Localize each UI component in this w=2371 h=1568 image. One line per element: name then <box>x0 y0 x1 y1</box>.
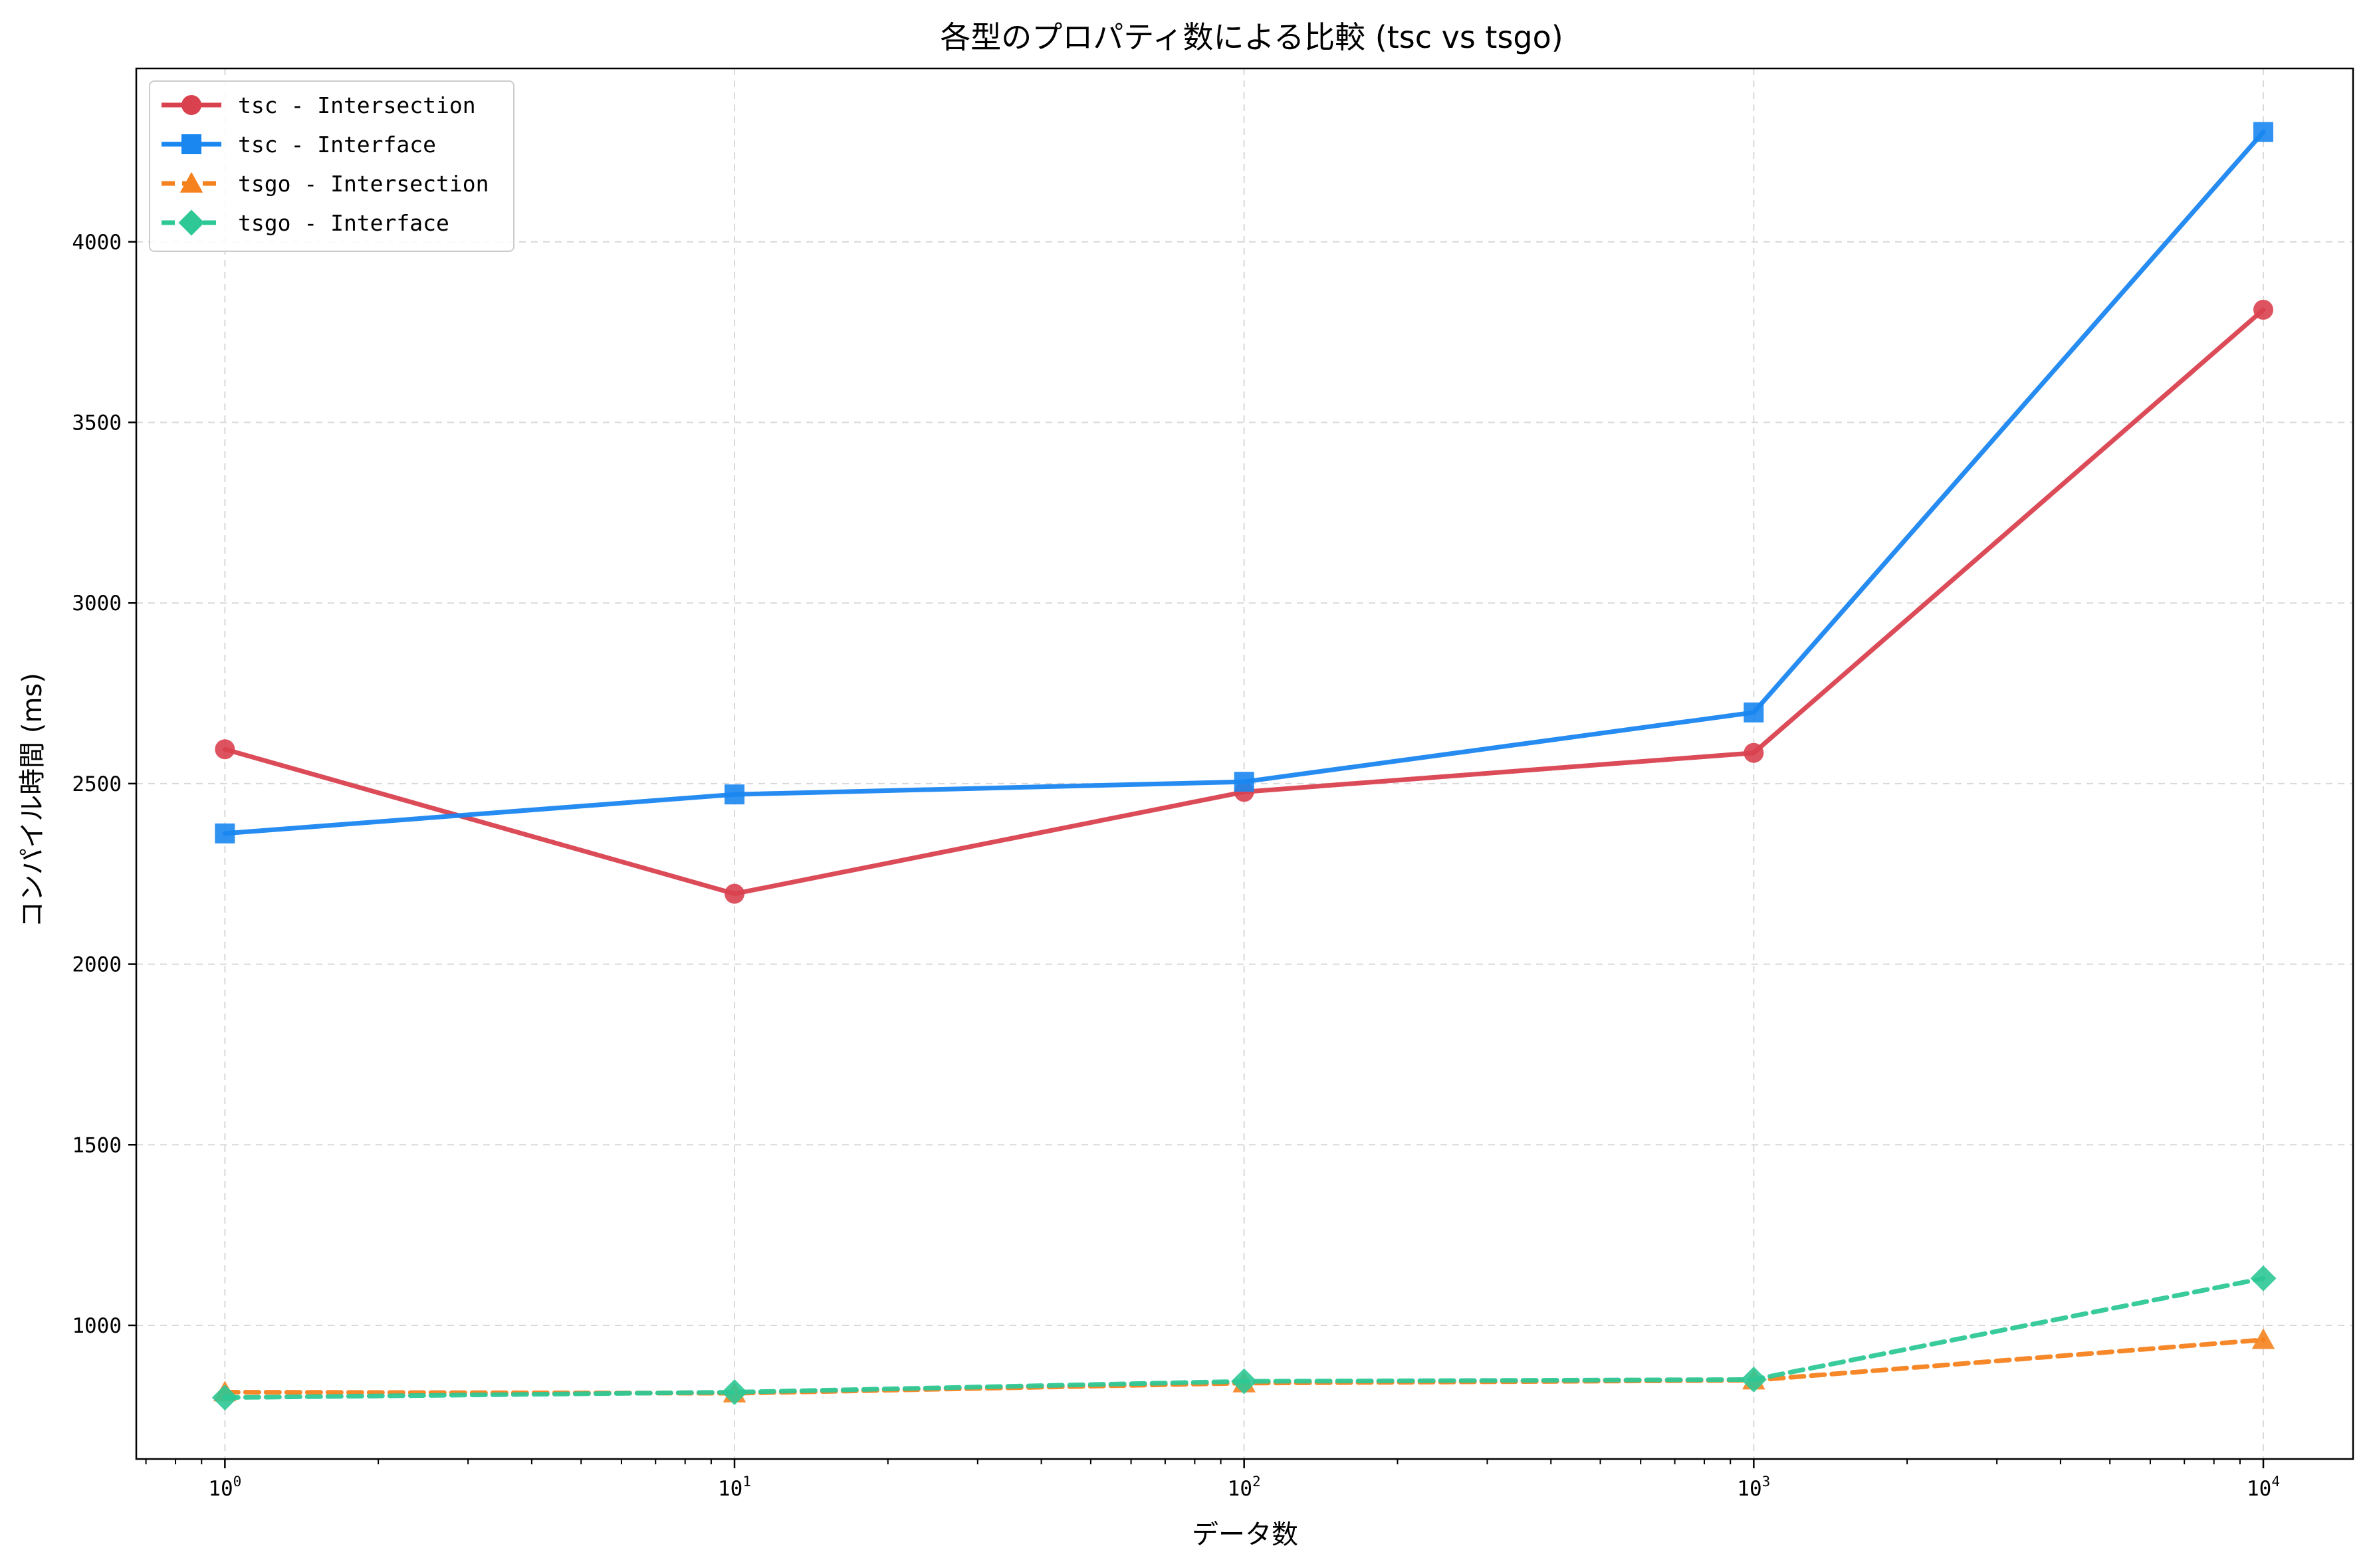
data-point <box>2253 122 2273 142</box>
y-tick-label: 4000 <box>72 231 122 255</box>
legend-marker <box>179 171 203 193</box>
y-tick-label: 2000 <box>72 953 122 977</box>
data-point <box>1234 772 1254 792</box>
data-point <box>211 1385 238 1411</box>
grid <box>136 68 2353 1459</box>
data-point <box>1744 702 1764 723</box>
y-tick-label: 3000 <box>72 592 122 616</box>
legend: tsc - Intersection tsc - Interface tsgo - … <box>149 80 514 252</box>
legend-item: tsc - Intersection <box>162 92 476 118</box>
x-tick-label: 101 <box>718 1474 751 1501</box>
y-tick-label: 1500 <box>72 1133 122 1157</box>
data-point <box>1231 1368 1258 1395</box>
data-point <box>725 784 745 805</box>
y-axis-title: コンパイル時間 (ms) <box>17 673 48 928</box>
legend-item: tsc - Interface <box>162 132 436 158</box>
data-point <box>2250 1265 2277 1291</box>
legend-marker <box>181 95 201 115</box>
legend-marker <box>178 209 205 236</box>
x-tick-label: 104 <box>2247 1474 2280 1501</box>
x-axis-title: データ数 <box>1192 1519 1298 1550</box>
y-tick-label: 1000 <box>72 1314 122 1338</box>
legend-label: tsc - Intersection <box>238 92 476 118</box>
data-point <box>1744 742 1764 763</box>
data-point <box>2253 299 2273 320</box>
legend-label: tsgo - Interface <box>238 210 449 236</box>
x-tick-label: 103 <box>1737 1474 1770 1501</box>
x-tick-label: 100 <box>208 1474 241 1501</box>
data-point <box>215 739 235 760</box>
legend-label: tsc - Interface <box>238 132 436 158</box>
plot-series <box>211 122 2277 1411</box>
series-3 <box>211 1265 2277 1411</box>
legend-item: tsgo - Intersection <box>162 171 489 197</box>
legend-marker <box>181 134 201 154</box>
y-tick-label: 2500 <box>72 772 122 796</box>
legend-label: tsgo - Intersection <box>238 171 489 197</box>
x-tick-label: 102 <box>1228 1474 1261 1501</box>
chart-title: 各型のプロパティ数による比較 (tsc vs tsgo) <box>940 19 1563 55</box>
y-tick-label: 3500 <box>72 411 122 435</box>
axes: 1000 1500 2000 2500 3000 3500 4000 100 101 102 103… <box>72 231 2280 1501</box>
data-point <box>1740 1366 1767 1393</box>
legend-box <box>149 80 514 252</box>
series-1 <box>215 122 2273 843</box>
legend-item: tsgo - Interface <box>162 209 449 236</box>
data-point <box>215 823 235 843</box>
data-point <box>725 883 745 904</box>
series-0 <box>215 299 2273 904</box>
data-point <box>2251 1328 2275 1349</box>
data-point <box>721 1379 748 1405</box>
